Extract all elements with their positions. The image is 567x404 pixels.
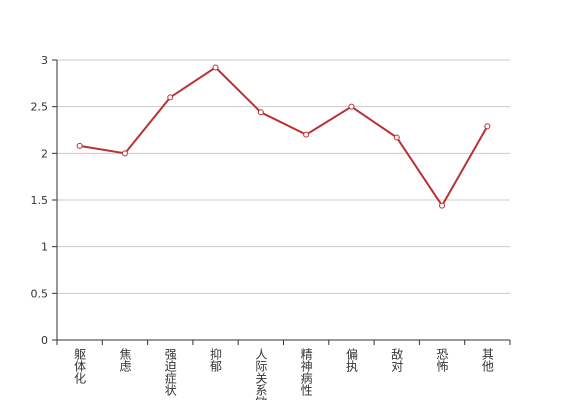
point [348,103,355,110]
point [393,134,400,141]
point [484,123,491,130]
point [439,202,446,209]
point [303,131,310,138]
y-tick-label: 0.5 [31,287,49,300]
x-tick-label: 人际关系敏感 [254,348,268,400]
x-tick-label: 强迫症状 [163,348,177,396]
x-tick-label: 抑郁 [209,347,223,373]
x-tick-label: 偏执 [344,347,358,373]
point [167,94,174,101]
point [121,150,128,157]
x-tick-label: 恐怖 [435,348,449,372]
y-tick-label: 1.5 [31,194,49,207]
y-tick-label: 0 [41,334,48,347]
point [257,109,264,116]
point [76,142,83,149]
y-tick-label: 2 [41,147,48,160]
point [212,64,219,71]
x-tick-label: 躯体化 [73,347,87,385]
x-tick-label: 敌对 [390,347,404,372]
x-tick-label: 其他 [480,348,494,372]
y-tick-label: 1 [41,241,48,254]
x-tick-label: 焦虑 [118,348,132,372]
line [79,66,489,208]
y-tick-label: 2.5 [31,101,49,114]
y-tick-label: 3 [41,54,48,67]
x-tick-label: 精神病性 [299,348,313,397]
